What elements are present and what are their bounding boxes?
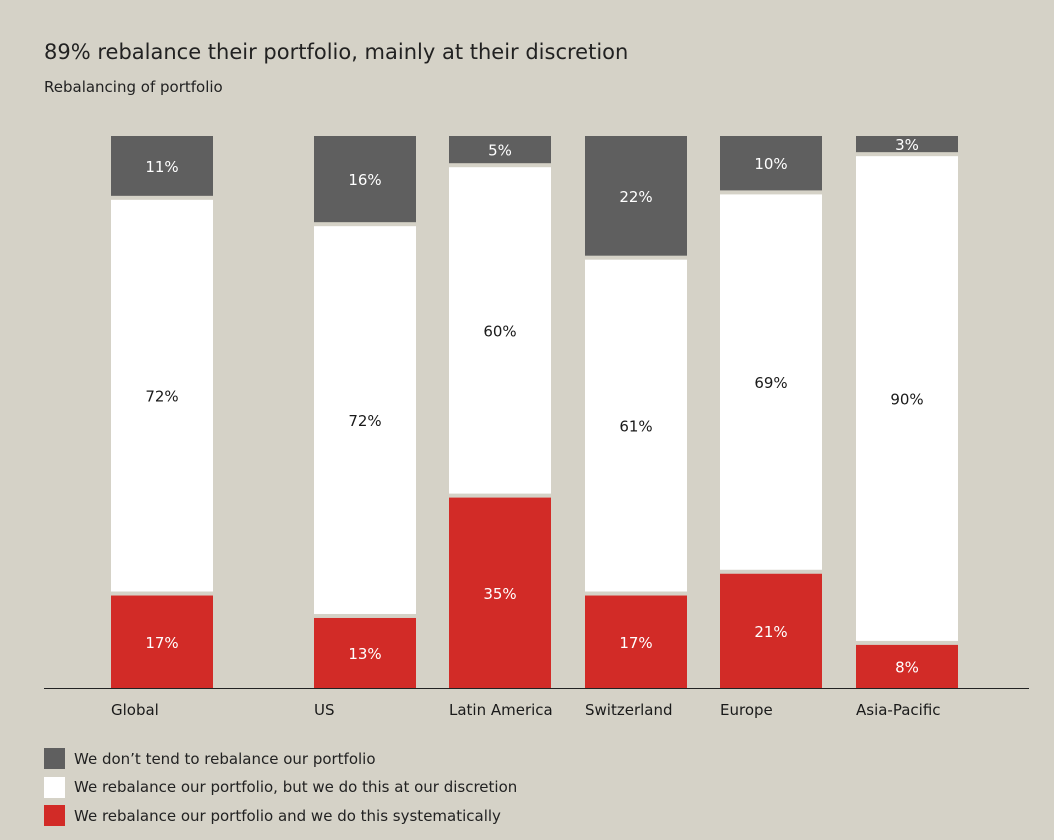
- bar-no-rebalance-latin-america: [449, 136, 551, 164]
- bar-no-rebalance-us: [314, 136, 416, 223]
- bar-systematic-europe: [720, 573, 822, 688]
- chart-title: 89% rebalance their portfolio, mainly at…: [44, 40, 629, 64]
- legend-item-systematic: We rebalance our portfolio and we do thi…: [44, 805, 517, 826]
- data-label-discretion-switzerland: 61%: [619, 418, 652, 436]
- data-label-systematic-global: 17%: [145, 634, 178, 652]
- bar-systematic-switzerland: [585, 595, 687, 688]
- bar-systematic-us: [314, 617, 416, 688]
- data-label-discretion-global: 72%: [145, 388, 178, 406]
- data-label-systematic-latin-america: 35%: [483, 585, 516, 603]
- bar-systematic-latin-america: [449, 497, 551, 688]
- x-tick-label-latin-america: Latin America: [449, 701, 553, 719]
- data-label-systematic-europe: 21%: [754, 623, 787, 641]
- bar-discretion-global: [111, 199, 213, 592]
- data-label-discretion-europe: 69%: [754, 374, 787, 392]
- legend-swatch-discretion: [44, 776, 65, 798]
- bar-no-rebalance-europe: [720, 136, 822, 191]
- data-label-no-rebalance-switzerland: 22%: [619, 188, 652, 206]
- bar-discretion-latin-america: [449, 167, 551, 494]
- legend-label-discretion: We rebalance our portfolio, but we do th…: [74, 778, 518, 796]
- bar-no-rebalance-global: [111, 136, 213, 196]
- data-label-discretion-latin-america: 60%: [483, 322, 516, 340]
- data-label-systematic-asia-pacific: 8%: [895, 658, 919, 676]
- data-label-no-rebalance-global: 11%: [145, 158, 178, 176]
- data-label-systematic-us: 13%: [348, 645, 381, 663]
- chart-subtitle: Rebalancing of portfolio: [44, 78, 223, 96]
- stacked-bar-chart: 17% 72% 11% Global 13% 72% 16% US 35% 60% 5% Latin …: [44, 136, 1029, 719]
- data-label-no-rebalance-europe: 10%: [754, 155, 787, 173]
- legend-label-systematic: We rebalance our portfolio and we do thi…: [74, 806, 501, 825]
- legend-swatch-no-rebalance: [44, 748, 65, 769]
- x-tick-label-asia-pacific: Asia-Pacific: [856, 701, 941, 719]
- x-tick-label-switzerland: Switzerland: [585, 701, 673, 719]
- legend-swatch-systematic: [44, 805, 65, 826]
- legend-item-discretion: We rebalance our portfolio, but we do th…: [44, 776, 518, 798]
- x-tick-label-us: US: [314, 701, 335, 719]
- bar-discretion-us: [314, 226, 416, 614]
- legend-label-no-rebalance: We don’t tend to rebalance our portfolio: [74, 749, 376, 768]
- bar-discretion-asia-pacific: [856, 156, 958, 641]
- bar-no-rebalance-switzerland: [585, 136, 687, 256]
- bar-systematic-global: [111, 595, 213, 688]
- data-label-discretion-asia-pacific: 90%: [890, 391, 923, 409]
- bar-no-rebalance-asia-pacific: [856, 136, 958, 153]
- bar-discretion-europe: [720, 194, 822, 570]
- legend-item-no-rebalance: We don’t tend to rebalance our portfolio: [44, 748, 517, 769]
- data-label-systematic-switzerland: 17%: [619, 634, 652, 652]
- x-tick-label-europe: Europe: [720, 701, 773, 719]
- bar-systematic-asia-pacific: [856, 644, 958, 688]
- x-tick-label-global: Global: [111, 701, 159, 719]
- legend: We don’t tend to rebalance our portfolio…: [44, 748, 517, 834]
- data-label-no-rebalance-asia-pacific: 3%: [895, 136, 919, 154]
- data-label-discretion-us: 72%: [348, 412, 381, 430]
- data-label-no-rebalance-latin-america: 5%: [488, 142, 512, 160]
- bar-discretion-switzerland: [585, 259, 687, 592]
- data-label-no-rebalance-us: 16%: [348, 171, 381, 189]
